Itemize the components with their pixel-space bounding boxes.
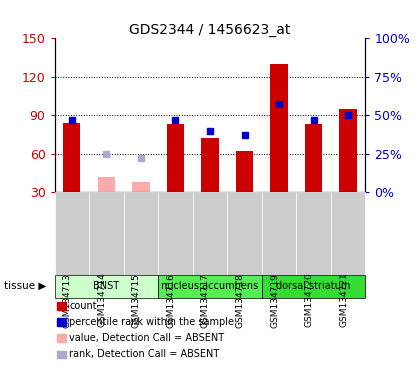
Text: tissue ▶: tissue ▶ xyxy=(4,281,47,291)
Text: percentile rank within the sample: percentile rank within the sample xyxy=(69,317,234,327)
Text: count: count xyxy=(69,301,97,311)
Bar xyxy=(132,182,150,192)
Text: nucleus accumbens: nucleus accumbens xyxy=(161,281,259,291)
Bar xyxy=(63,123,81,192)
Text: GSM134714: GSM134714 xyxy=(97,273,106,328)
Text: BNST: BNST xyxy=(93,281,119,291)
Bar xyxy=(98,177,115,192)
Text: value, Detection Call = ABSENT: value, Detection Call = ABSENT xyxy=(69,333,224,343)
Text: GSM134713: GSM134713 xyxy=(63,273,72,328)
Text: GSM134716: GSM134716 xyxy=(166,273,176,328)
Text: dorsal striatum: dorsal striatum xyxy=(276,281,351,291)
Text: rank, Detection Call = ABSENT: rank, Detection Call = ABSENT xyxy=(69,349,220,359)
Text: GSM134717: GSM134717 xyxy=(201,273,210,328)
Title: GDS2344 / 1456623_at: GDS2344 / 1456623_at xyxy=(129,23,291,37)
Bar xyxy=(167,124,184,192)
Text: GSM134720: GSM134720 xyxy=(304,273,314,328)
Bar xyxy=(270,64,288,192)
Text: GSM134721: GSM134721 xyxy=(339,273,348,328)
Bar xyxy=(236,151,253,192)
Bar xyxy=(201,138,219,192)
Text: GSM134718: GSM134718 xyxy=(236,273,244,328)
Text: GSM134715: GSM134715 xyxy=(132,273,141,328)
Bar xyxy=(305,124,322,192)
Bar xyxy=(339,109,357,192)
Text: GSM134719: GSM134719 xyxy=(270,273,279,328)
